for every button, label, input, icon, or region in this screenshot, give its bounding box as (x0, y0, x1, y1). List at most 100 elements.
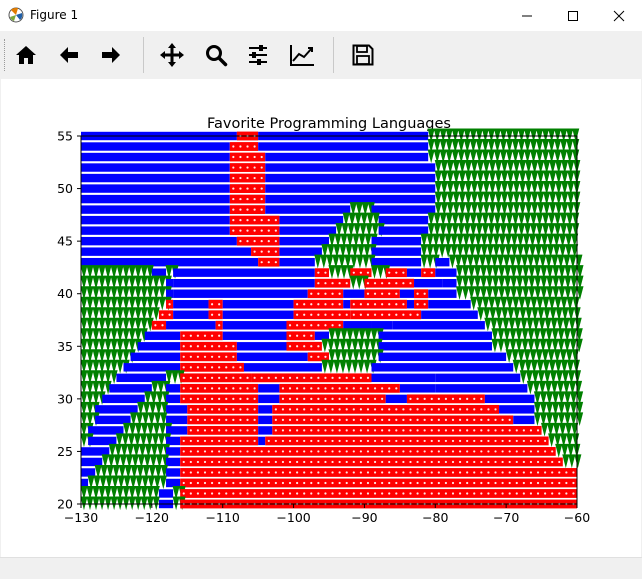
red-point (366, 418, 370, 421)
red-point (225, 460, 228, 464)
red-point (239, 197, 242, 201)
red-point (444, 471, 448, 474)
red-point (352, 387, 355, 390)
red-point (288, 418, 292, 421)
red-point (203, 366, 207, 369)
red-point (402, 313, 405, 316)
red-point (303, 471, 306, 474)
red-point-row (151, 320, 167, 330)
green-triangle-points (342, 212, 380, 227)
red-point (260, 250, 263, 253)
green-point-row (328, 265, 354, 279)
blue-point-row (265, 194, 436, 204)
red-point (281, 397, 285, 400)
red-point (246, 418, 249, 421)
green-triangle-points (455, 275, 584, 290)
red-point (267, 481, 270, 485)
red-point (288, 345, 292, 348)
red-point (338, 303, 341, 306)
red-point (317, 450, 320, 453)
red-point (473, 418, 476, 421)
red-point (466, 481, 469, 485)
red-point (310, 450, 313, 453)
red-point (296, 397, 299, 400)
red-point (338, 387, 341, 390)
edit-axes-button[interactable] (285, 39, 319, 71)
red-point-row (187, 415, 259, 425)
red-point-highlights (154, 324, 164, 327)
red-point (203, 481, 207, 485)
blue-point-row (279, 226, 337, 235)
red-point (565, 481, 568, 485)
red-point (501, 429, 504, 432)
red-point (395, 387, 398, 390)
close-button[interactable] (596, 0, 642, 31)
red-point (203, 429, 207, 432)
save-button[interactable] (346, 39, 380, 71)
green-point-row (137, 401, 169, 416)
blue-point-row (81, 163, 230, 172)
blue-point-row (81, 447, 110, 456)
blue-point-row (371, 247, 422, 256)
red-point (451, 450, 455, 453)
red-point (409, 313, 412, 316)
red-point (324, 471, 327, 474)
red-point-highlights (182, 492, 575, 495)
red-point (196, 492, 200, 495)
red-point (182, 439, 185, 443)
red-point (303, 303, 306, 306)
matplotlib-icon (8, 7, 24, 23)
red-point (558, 471, 561, 474)
scatter-chart[interactable]: Favorite Programming Languages −130 −120−… (1, 79, 641, 557)
red-point (189, 450, 192, 453)
red-point (451, 418, 455, 421)
red-point (239, 429, 242, 432)
red-point-highlights (189, 408, 256, 411)
red-point (281, 471, 285, 474)
red-point (324, 271, 327, 274)
green-point-row (427, 128, 580, 143)
back-button[interactable] (52, 39, 86, 71)
red-point (366, 303, 370, 306)
green-point-row (130, 412, 168, 427)
blue-point-row (343, 321, 372, 330)
red-point-highlights (232, 166, 263, 169)
red-point (232, 197, 235, 201)
red-point (494, 418, 497, 421)
red-point (473, 397, 476, 400)
green-triangle-points (427, 128, 580, 143)
red-point (168, 303, 171, 306)
maximize-button[interactable] (550, 0, 596, 31)
red-point (373, 450, 377, 453)
red-point (218, 429, 221, 432)
red-point (338, 282, 341, 285)
red-point-highlights (210, 303, 221, 306)
minimize-button[interactable] (504, 0, 550, 31)
configure-subplots-button[interactable] (241, 39, 275, 71)
red-point (522, 471, 525, 474)
blue-point-row (371, 257, 422, 267)
forward-button[interactable] (94, 39, 128, 71)
blue-point-row (166, 289, 174, 298)
red-point (501, 439, 504, 443)
red-point (473, 492, 476, 495)
red-point (529, 460, 533, 464)
y-tick-label: 35 (57, 339, 73, 354)
blue-point-row (392, 321, 485, 330)
zoom-button[interactable] (199, 39, 233, 71)
figure-canvas[interactable]: Favorite Programming Languages −130 −120−… (1, 79, 641, 557)
pan-button[interactable] (155, 39, 189, 71)
green-triangle-points (80, 485, 160, 500)
home-button[interactable] (9, 39, 43, 71)
red-point (246, 397, 249, 400)
red-point (331, 376, 334, 379)
green-triangle-points (144, 391, 170, 406)
red-point (345, 471, 348, 474)
blue-point-row (258, 415, 273, 425)
blue-point-row (399, 289, 415, 298)
red-point (331, 313, 334, 316)
red-point (487, 450, 490, 453)
red-point-highlights (182, 439, 256, 443)
green-triangle-points (80, 296, 172, 311)
red-point-row (229, 142, 259, 151)
